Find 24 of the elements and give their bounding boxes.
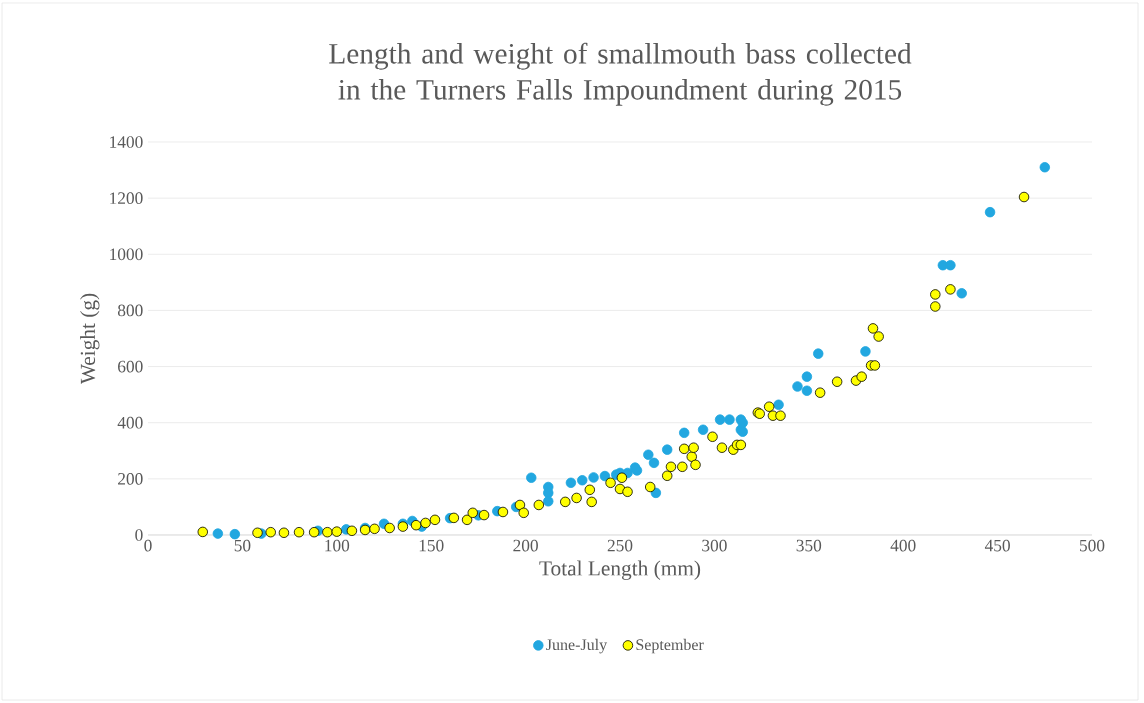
x-tick-label: 500	[1080, 539, 1105, 552]
x-tick-label: 450	[984, 539, 1010, 552]
y-axis-title: Weight (g)	[80, 293, 100, 385]
x-tick-label: 100	[325, 539, 350, 552]
x-tick-label: 0	[144, 539, 152, 552]
x-tick-label: 350	[796, 539, 822, 552]
x-tick-label: 200	[513, 539, 538, 552]
y-tick-label: 1400	[110, 136, 143, 148]
y-tick-label: 0	[135, 529, 143, 541]
y-tick-label: 800	[117, 304, 143, 317]
x-tick-label: 300	[702, 539, 727, 552]
y-tick-label: 600	[118, 360, 143, 373]
y-tick-label: 200	[118, 473, 143, 485]
x-tick-label: 250	[607, 539, 633, 552]
y-tick-label: 1000	[110, 248, 143, 261]
x-tick-label: 50	[234, 539, 251, 552]
x-tick-label: 400	[890, 539, 916, 552]
legend-label: September	[636, 638, 704, 654]
y-tick-label: 400	[117, 416, 143, 429]
chart-title: Length and weight of smallmouth bass collected in the Turners Falls Impoundment during 2015	[329, 42, 912, 106]
x-axis-title: Total Length (mm)	[539, 560, 701, 580]
y-tick-label: 1200	[110, 192, 143, 204]
x-tick-label: 150	[419, 539, 444, 552]
legend-label: June-July	[546, 638, 608, 654]
